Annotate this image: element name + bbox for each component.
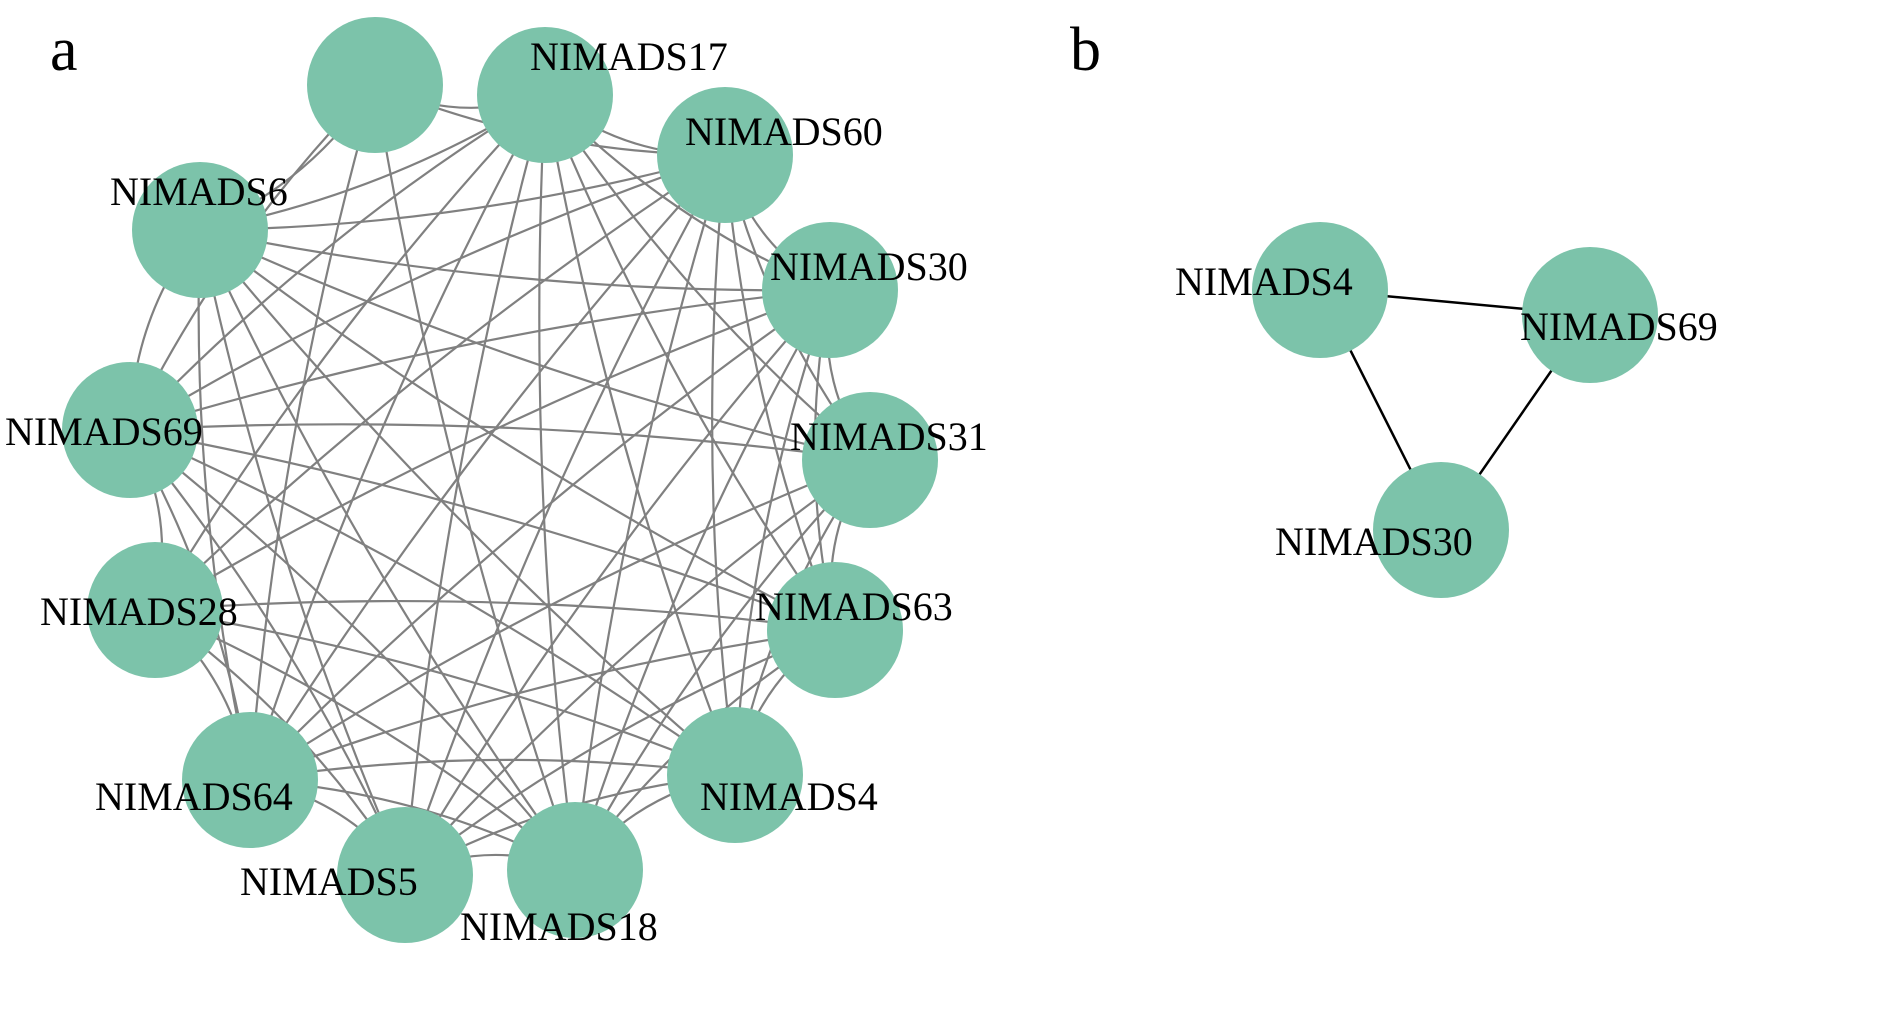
panel-label-a: a [50, 16, 78, 84]
node-label: NIMADS31 [790, 414, 988, 459]
node-label: NIMADS30 [770, 244, 968, 289]
node-label: NIMADS28 [40, 589, 238, 634]
network-diagram: NIMADS17 NIMADS60 NIMADS30 NIMADS31 NIMADS63… [0, 0, 1890, 1024]
node-label: NIMADS5 [240, 859, 418, 904]
edge [130, 290, 830, 430]
node-label: NIMADS64 [95, 774, 293, 819]
edge [130, 424, 870, 460]
node-label: NIMADS4 [1175, 259, 1353, 304]
node-circle [767, 562, 903, 698]
node-label: NIMADS17 [530, 34, 728, 79]
node-circle [657, 87, 793, 223]
node-label: NIMADS69 [1520, 304, 1718, 349]
network-b: NIMADS4 NIMADS69 NIMADS30 [1175, 222, 1718, 598]
node-label: NIMADS18 [460, 904, 658, 949]
edge [200, 230, 830, 290]
node-label: NIMADS4 [700, 774, 878, 819]
node-label: NIMADS6 [110, 169, 288, 214]
node-circle [802, 392, 938, 528]
node-circle [762, 222, 898, 358]
node-circle [307, 17, 443, 153]
node-label: NIMADS60 [685, 109, 883, 154]
node-label: NIMADS69 [5, 409, 203, 454]
panel-label-b: b [1070, 16, 1101, 84]
edge [155, 290, 830, 610]
node-label: NIMADS63 [755, 584, 953, 629]
network-a: NIMADS17 NIMADS60 NIMADS30 NIMADS31 NIMADS63… [5, 17, 988, 949]
edge [735, 290, 830, 775]
node-label: NIMADS30 [1275, 519, 1473, 564]
